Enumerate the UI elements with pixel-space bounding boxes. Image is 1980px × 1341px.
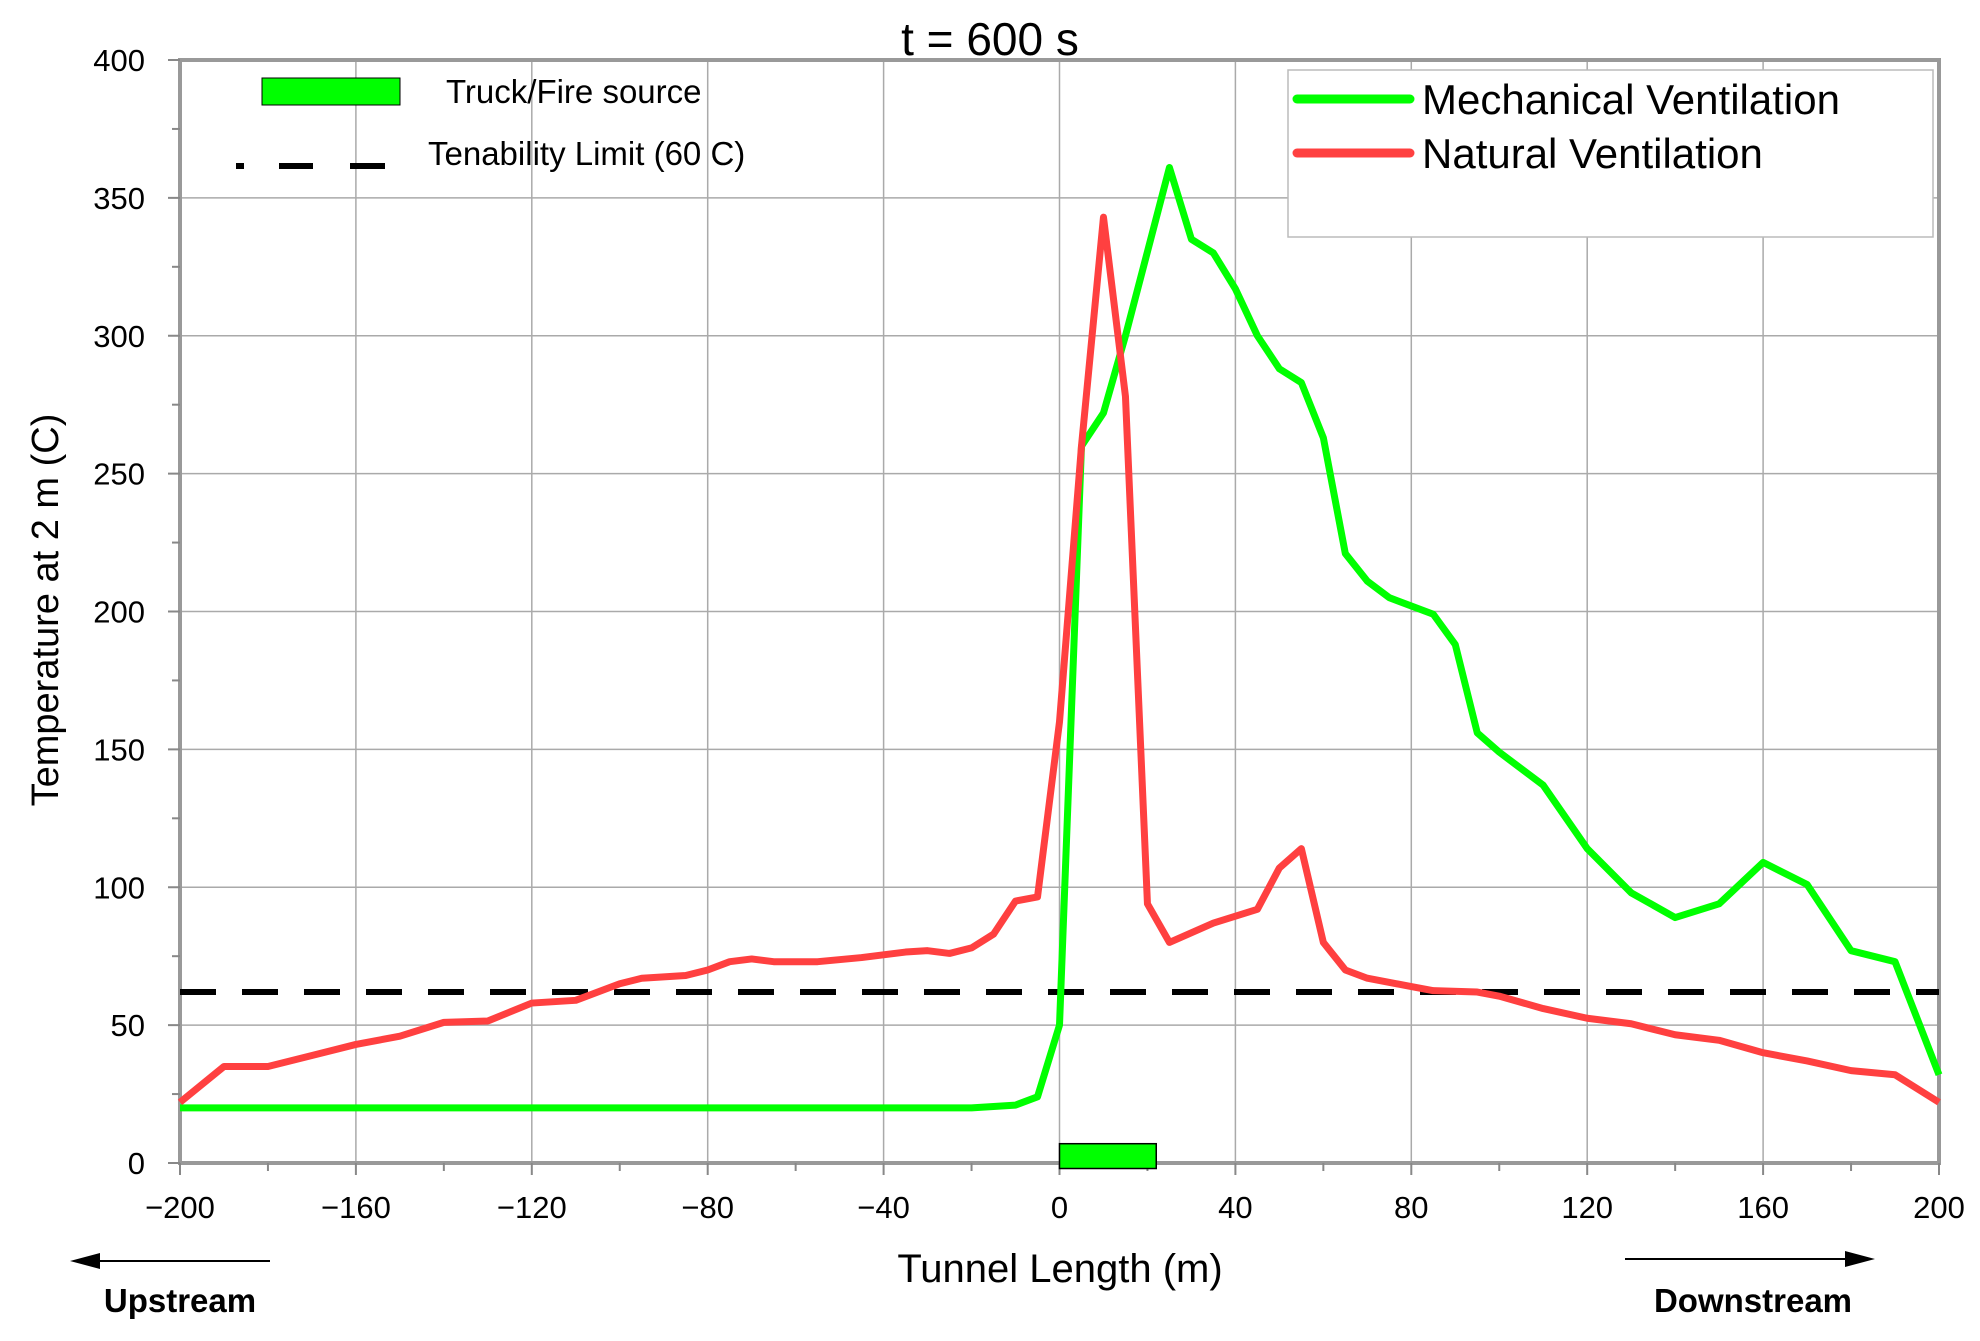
y-tick-label: 200 bbox=[93, 595, 145, 630]
x-tick-label: 160 bbox=[1737, 1190, 1789, 1225]
legend-fire-swatch bbox=[261, 77, 401, 106]
legend-nat-label: Natural Ventilation bbox=[1422, 130, 1763, 177]
y-tick-label: 0 bbox=[128, 1146, 145, 1181]
x-tick-label: −160 bbox=[321, 1190, 391, 1225]
y-tick-label: 150 bbox=[93, 732, 145, 767]
x-tick-label: 0 bbox=[1051, 1190, 1068, 1225]
legend-mech-label: Mechanical Ventilation bbox=[1422, 76, 1840, 123]
x-tick-label: −200 bbox=[145, 1190, 215, 1225]
y-tick-label: 300 bbox=[93, 319, 145, 354]
y-tick-label: 250 bbox=[93, 457, 145, 492]
y-tick-label: 50 bbox=[111, 1008, 145, 1043]
x-tick-label: 120 bbox=[1561, 1190, 1613, 1225]
upstream-arrowhead bbox=[70, 1253, 100, 1269]
y-tick-label: 400 bbox=[93, 43, 145, 78]
x-tick-label: −80 bbox=[681, 1190, 734, 1225]
fire-source-bar bbox=[1058, 1142, 1157, 1170]
ticks: −200 −160 −120 −80 −40 0 40 80 120 160 200 0 50 100 15… bbox=[93, 43, 1965, 1225]
x-tick-label: 80 bbox=[1394, 1190, 1428, 1225]
upstream-label: Upstream bbox=[104, 1282, 256, 1319]
y-tick-label: 100 bbox=[93, 870, 145, 905]
downstream-label: Downstream bbox=[1654, 1282, 1852, 1319]
x-axis-label: Tunnel Length (m) bbox=[897, 1247, 1222, 1291]
x-tick-label: −120 bbox=[497, 1190, 567, 1225]
legend-fire-label: Truck/Fire source bbox=[446, 73, 702, 110]
y-axis-label: Temperature at 2 m (C) bbox=[25, 414, 67, 807]
x-tick-label: 200 bbox=[1913, 1190, 1965, 1225]
x-tick-label: 40 bbox=[1218, 1190, 1252, 1225]
chart-marks bbox=[177, 164, 1943, 1170]
chart-title: t = 600 s bbox=[901, 13, 1079, 65]
x-tick-label: −40 bbox=[857, 1190, 910, 1225]
y-tick-label: 350 bbox=[93, 181, 145, 216]
natural-ventilation-line bbox=[177, 213, 1941, 1106]
downstream-arrowhead bbox=[1845, 1251, 1875, 1267]
legend-tenability-label: Tenability Limit (60 C) bbox=[428, 135, 745, 172]
mechanical-ventilation-line bbox=[180, 164, 1943, 1112]
